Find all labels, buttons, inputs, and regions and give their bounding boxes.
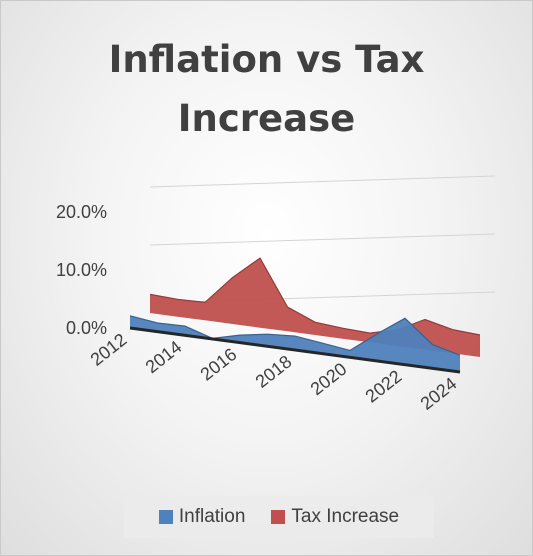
x-axis-line	[129, 326, 461, 374]
legend-swatch-tax-increase	[271, 510, 286, 524]
chart-title: Inflation vs Tax Increase	[108, 38, 425, 140]
area-edge-inflation	[129, 315, 461, 356]
x-tick-label: 2016	[197, 344, 241, 384]
y-tick-label: 0.0%	[66, 318, 107, 338]
gridline	[149, 175, 496, 188]
x-tick-label: 2022	[362, 366, 406, 406]
y-tick-label: 10.0%	[56, 260, 107, 280]
gridline	[149, 291, 496, 304]
legend-item-inflation: Inflation	[158, 506, 246, 528]
gridline	[149, 233, 496, 246]
legend-label-inflation: Inflation	[178, 506, 246, 527]
legend-item-tax-increase: Tax Increase	[271, 506, 399, 528]
y-tick-label: 20.0%	[56, 202, 107, 222]
x-tick-label: 2020	[307, 359, 351, 399]
legend-label-tax-increase: Tax Increase	[291, 506, 400, 527]
area-edge-tax-increase	[149, 257, 481, 336]
x-tick-label: 2024	[417, 373, 461, 413]
x-tick-label: 2014	[142, 337, 186, 377]
area-inflation	[130, 315, 460, 372]
legend-swatch-inflation	[158, 510, 173, 524]
chart-legend: Inflation Tax Increase	[124, 496, 434, 538]
x-tick-label: 2018	[252, 351, 296, 391]
